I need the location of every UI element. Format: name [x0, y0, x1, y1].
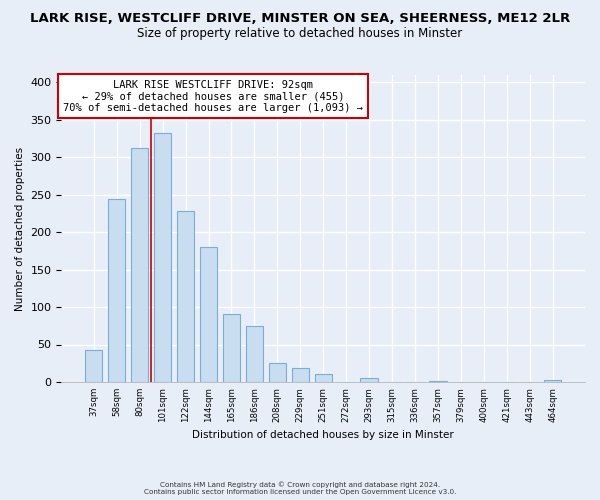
Bar	[544, 380, 561, 382]
Text: Size of property relative to detached houses in Minster: Size of property relative to detached ho…	[137, 28, 463, 40]
Bar	[361, 378, 377, 382]
Bar	[200, 247, 217, 382]
Bar	[429, 381, 446, 382]
Bar	[269, 363, 286, 382]
Bar	[85, 350, 103, 382]
Bar	[246, 326, 263, 382]
Bar	[154, 132, 171, 382]
Bar	[131, 148, 148, 382]
Bar	[177, 211, 194, 382]
Text: LARK RISE, WESTCLIFF DRIVE, MINSTER ON SEA, SHEERNESS, ME12 2LR: LARK RISE, WESTCLIFF DRIVE, MINSTER ON S…	[30, 12, 570, 26]
Bar	[108, 198, 125, 382]
Bar	[292, 368, 309, 382]
Text: LARK RISE WESTCLIFF DRIVE: 92sqm
← 29% of detached houses are smaller (455)
70% : LARK RISE WESTCLIFF DRIVE: 92sqm ← 29% o…	[63, 80, 363, 113]
Y-axis label: Number of detached properties: Number of detached properties	[15, 146, 25, 310]
Bar	[314, 374, 332, 382]
Text: Contains HM Land Registry data © Crown copyright and database right 2024.
Contai: Contains HM Land Registry data © Crown c…	[144, 482, 456, 495]
Bar	[223, 314, 240, 382]
X-axis label: Distribution of detached houses by size in Minster: Distribution of detached houses by size …	[193, 430, 454, 440]
